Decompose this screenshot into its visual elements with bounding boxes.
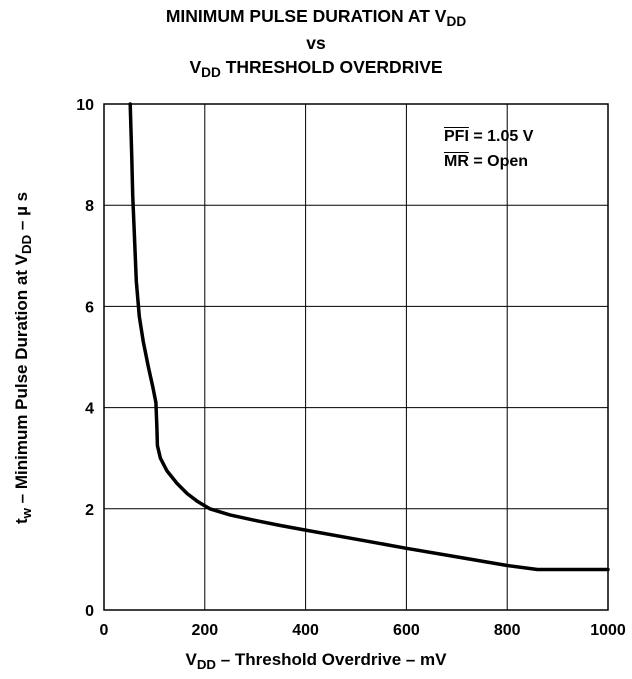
x-tick-label: 600: [393, 622, 420, 639]
y-tick-labels: 0 2 4 6 8 10: [76, 97, 94, 620]
y-tick-label: 10: [76, 97, 94, 114]
x-axis-label: VDD – Threshold Overdrive – mV: [185, 650, 447, 672]
chart-title-line-1: MINIMUM PULSE DURATION AT VDD: [165, 6, 467, 30]
y-tick-label: 2: [85, 502, 94, 519]
y-tick-label: 4: [85, 401, 94, 418]
chart-title-line-2: vs: [306, 33, 326, 53]
y-tick-label: 6: [85, 299, 94, 316]
plot-frame: [103, 103, 609, 611]
x-tick-label: 400: [292, 622, 319, 639]
grid-lines: [104, 104, 608, 610]
chart-title-line-3: VDD THRESHOLD OVERDRIVE: [189, 57, 443, 81]
x-tick-labels: 0 200 400 600 800 1000: [100, 622, 626, 639]
y-tick-label: 0: [85, 603, 94, 620]
x-tick-label: 0: [100, 622, 109, 639]
mr-annotation: MR = Open: [444, 153, 529, 170]
pfi-annotation: PFI = 1.05 V: [444, 128, 534, 145]
x-tick-label: 1000: [590, 622, 626, 639]
pulse-duration-series-line: [128, 102, 610, 572]
x-tick-label: 800: [494, 622, 521, 639]
y-tick-label: 8: [85, 198, 94, 215]
x-tick-label: 200: [191, 622, 218, 639]
